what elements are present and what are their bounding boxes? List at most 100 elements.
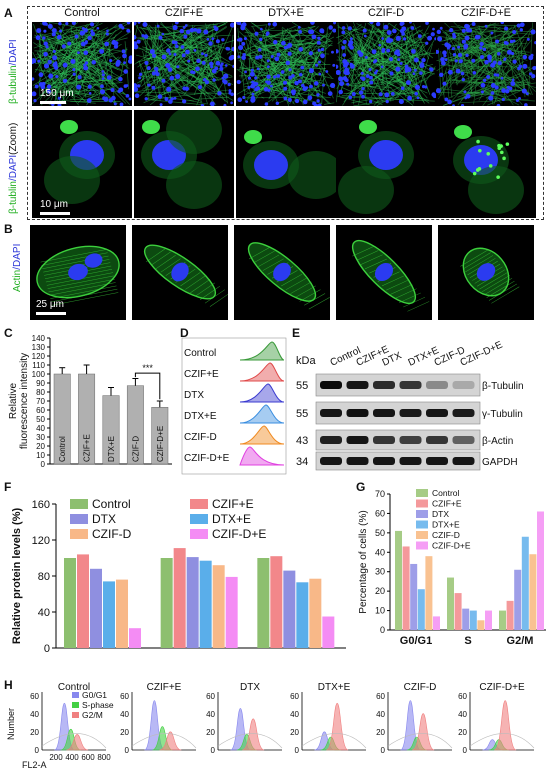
nucleus-dot <box>106 29 109 33</box>
nucleus-dot <box>237 97 243 103</box>
nucleus-dot <box>344 67 350 73</box>
nucleus-dot <box>209 101 215 106</box>
nucleus-dot <box>168 52 172 56</box>
nucleus-dot <box>316 99 320 103</box>
y-tick-label: 60 <box>290 692 299 701</box>
microtubule-strand <box>43 47 76 98</box>
nucleus-dot <box>490 83 496 88</box>
nucleus-dot <box>522 63 528 69</box>
microtubule-strand <box>482 86 520 106</box>
microtubule-strand <box>502 60 525 76</box>
bar <box>77 554 89 648</box>
nucleus-dot <box>463 90 467 94</box>
column-label: CZIF-D <box>367 7 405 19</box>
protein-band <box>346 457 369 465</box>
microtubule-strand <box>41 79 112 84</box>
x-axis-title: FL2-A <box>22 760 47 770</box>
nucleus-dot <box>149 48 155 55</box>
nucleus-dot <box>397 58 401 62</box>
bar <box>506 600 514 630</box>
kda-value: 43 <box>296 435 308 447</box>
microtubule-strand <box>157 76 173 101</box>
actin-fiber <box>190 279 211 294</box>
bar <box>90 568 102 648</box>
histogram-title: DTX+E <box>318 682 351 693</box>
nucleus-dot <box>519 28 523 32</box>
microtubule-strand <box>97 34 100 37</box>
microtubule-strand <box>48 37 76 100</box>
nucleus-dot <box>287 51 292 56</box>
nucleus-dot <box>497 60 502 66</box>
actin-fiber <box>486 280 515 298</box>
actin-fiber <box>48 278 115 293</box>
nucleus-dot <box>35 35 41 41</box>
microtubule-strand <box>204 49 212 92</box>
nucleus-dot <box>442 50 447 56</box>
nucleus-dot <box>204 80 210 85</box>
nucleus-dot <box>297 79 302 84</box>
cell-cycle-peak <box>325 702 349 751</box>
histogram-title: CZIF-D <box>404 682 437 693</box>
microtubule-strand <box>347 52 380 88</box>
nucleus-dot <box>214 66 219 71</box>
nucleus-dot <box>442 81 447 86</box>
nucleus-dot <box>255 86 261 91</box>
microtubule-strand <box>226 49 233 55</box>
nucleus-dot <box>464 23 469 29</box>
microtubule-strand <box>456 26 513 85</box>
nucleus-dot <box>167 67 173 72</box>
tubulin-label: β-tubulin <box>8 65 19 104</box>
nucleus-dot <box>390 91 395 96</box>
tubulin-zoom-image <box>236 110 336 218</box>
protein-band <box>346 409 369 417</box>
nucleus-dot <box>228 89 232 93</box>
nucleus-dot <box>341 45 346 50</box>
nucleus-dot <box>405 80 411 85</box>
nucleus-dot <box>480 82 486 88</box>
blot-strip <box>315 429 481 451</box>
y-tick-label: 40 <box>376 710 385 719</box>
legend-label: DTX+E <box>432 520 460 530</box>
microtubule-strand <box>61 34 119 71</box>
microtubule-strand <box>354 29 390 36</box>
microtubule-strand <box>38 35 42 72</box>
microtubule-strand <box>261 96 265 99</box>
microtubule-strand <box>172 79 210 84</box>
y-tick-label: 60 <box>36 406 45 415</box>
y-tick-label: 60 <box>376 692 385 701</box>
microtubule-strand <box>392 80 417 86</box>
nucleus-dot <box>189 27 195 33</box>
nucleus-dot <box>187 59 191 63</box>
nucleus-dot <box>283 86 288 91</box>
y-tick-label: 30 <box>36 433 45 442</box>
actin-fiber <box>403 296 426 308</box>
nucleus <box>84 253 103 268</box>
fluorescence-histogram <box>239 404 285 424</box>
y-tick-label: 40 <box>38 607 50 619</box>
nucleus-dot <box>341 30 346 35</box>
cell-body <box>288 151 336 199</box>
nucleus-dot <box>402 37 407 41</box>
legend-swatch <box>416 510 428 518</box>
bar <box>514 569 522 630</box>
nucleus-dot <box>504 89 510 94</box>
scale-label-25: 25 μm <box>36 299 64 310</box>
nucleus-dot <box>134 44 139 50</box>
bar <box>257 558 270 648</box>
nucleus-dot <box>106 75 111 80</box>
nucleus-dot <box>32 91 37 97</box>
nucleus-dot <box>430 32 435 37</box>
panel-f-chart: 0 40 80 120 160 Relative protein levels (%) Co… <box>11 497 346 655</box>
category-label: S <box>464 635 471 647</box>
nucleus-dot <box>43 29 47 33</box>
panel-label-a: A <box>4 6 13 20</box>
nucleus-dot <box>154 66 159 72</box>
nucleus-dot <box>196 28 202 34</box>
nucleus-dot <box>392 28 397 34</box>
nucleus-dot <box>62 62 68 68</box>
tubulin-overview-image <box>336 22 436 106</box>
nucleus-dot <box>134 83 138 89</box>
nucleus-dot <box>164 97 169 101</box>
nucleus-dot <box>440 57 445 62</box>
fit-curve <box>469 733 535 749</box>
